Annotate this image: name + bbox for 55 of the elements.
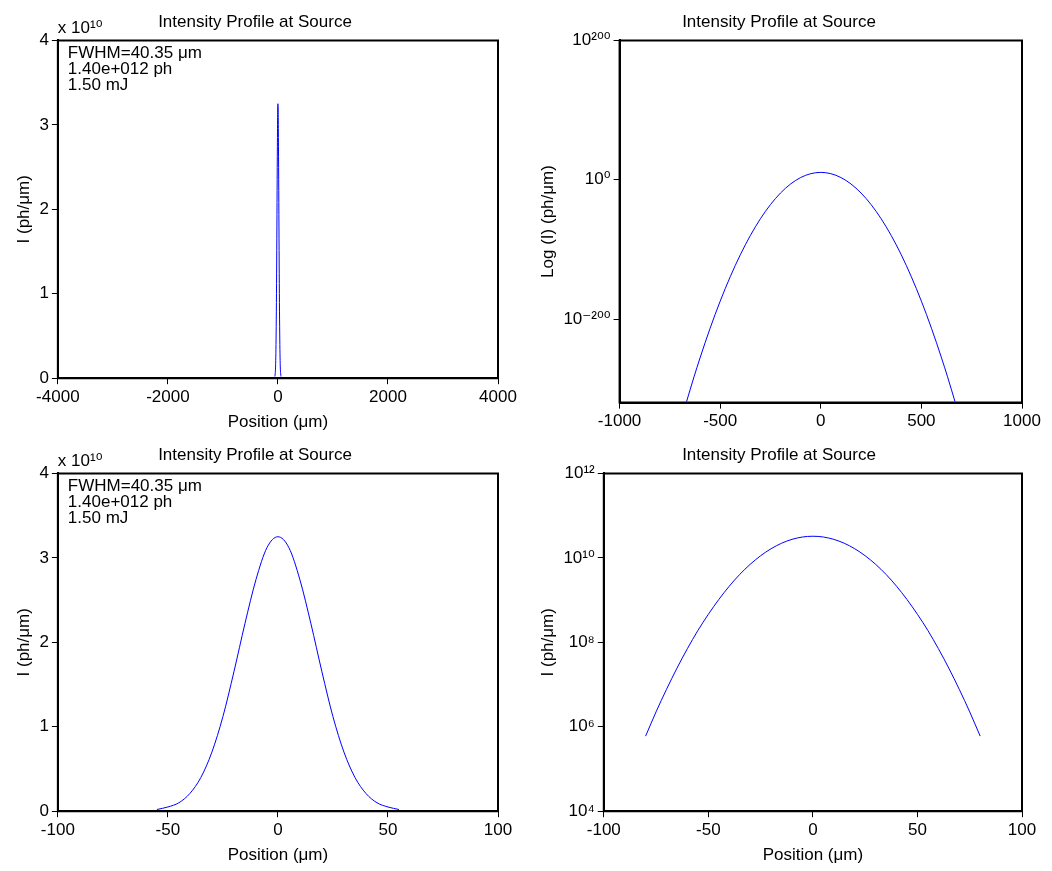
y-tick-label: 0 xyxy=(39,800,49,820)
line-series xyxy=(645,535,981,737)
x-tick-label: -100 xyxy=(586,820,621,840)
y-tick-label: 4 xyxy=(39,30,49,50)
x-tick-label: 100 xyxy=(1007,820,1037,840)
y-tick-label: 10⁶ xyxy=(568,716,595,736)
x-tick-label: 0 xyxy=(273,387,283,407)
x-tick-label: 0 xyxy=(273,820,283,840)
y-tick-label: 10²⁰⁰ xyxy=(572,30,611,50)
line-series xyxy=(156,536,400,811)
y-tick-label: 4 xyxy=(39,463,49,483)
x-tick-label: -1000 xyxy=(597,411,642,431)
x-axis-title: Position (μm) xyxy=(227,412,329,432)
text: x 10¹⁰ xyxy=(57,17,103,37)
chart-title: Intensity Profile at Source xyxy=(158,11,352,31)
x-tick-label: 4000 xyxy=(479,387,517,407)
x-tick-label: -50 xyxy=(155,820,181,840)
y-tick-label: 0 xyxy=(39,367,49,387)
x-tick-label: 1000 xyxy=(1003,411,1041,431)
y-axis-title: I (ph/μm) xyxy=(13,608,33,677)
x-tick-label: 0 xyxy=(816,411,826,431)
x-tick-label: -100 xyxy=(40,820,75,840)
x-tick-label: 0 xyxy=(808,820,818,840)
y-tick-label: 10⁰ xyxy=(584,169,611,189)
x-tick-label: -50 xyxy=(696,820,721,840)
x-tick-label: 2000 xyxy=(369,387,407,407)
y-tick-label: 10¹⁰ xyxy=(563,547,595,567)
x-axis-title: Position (μm) xyxy=(227,845,329,865)
line-series xyxy=(274,103,282,378)
text: x 10¹⁰ xyxy=(57,450,103,470)
y-tick-label: 2 xyxy=(39,631,49,651)
x-tick-label: 50 xyxy=(378,820,398,840)
y-tick-label: 10⁻²⁰⁰ xyxy=(563,308,611,328)
x-tick-label: -500 xyxy=(703,411,738,431)
x-tick-label: 500 xyxy=(907,411,936,431)
x-tick-label: -4000 xyxy=(36,387,80,407)
y-tick-label: 3 xyxy=(39,547,49,567)
x-tick-label: 100 xyxy=(483,820,513,840)
line-series xyxy=(686,171,956,403)
chart-title: Intensity Profile at Source xyxy=(682,444,876,464)
y-tick-label: 1 xyxy=(39,716,49,736)
y-axis-title: I (ph/μm) xyxy=(537,608,557,677)
chart-title: Intensity Profile at Source xyxy=(682,11,876,31)
y-axis-title: I (ph/μm) xyxy=(13,175,33,244)
y-axis-title: Log (I) (ph/μm) xyxy=(537,165,557,278)
y-tick-label: 1 xyxy=(39,283,49,303)
y-tick-label: 10⁴ xyxy=(568,800,595,820)
x-tick-label: -2000 xyxy=(146,387,190,407)
x-tick-label: 50 xyxy=(907,820,927,840)
x-axis-title: Position (μm) xyxy=(762,845,864,865)
y-tick-label: 10⁸ xyxy=(568,631,595,651)
y-tick-label: 2 xyxy=(39,198,49,218)
y-tick-label: 3 xyxy=(39,114,49,134)
chart-title: Intensity Profile at Source xyxy=(158,444,352,464)
y-tick-label: 10¹² xyxy=(564,463,596,483)
